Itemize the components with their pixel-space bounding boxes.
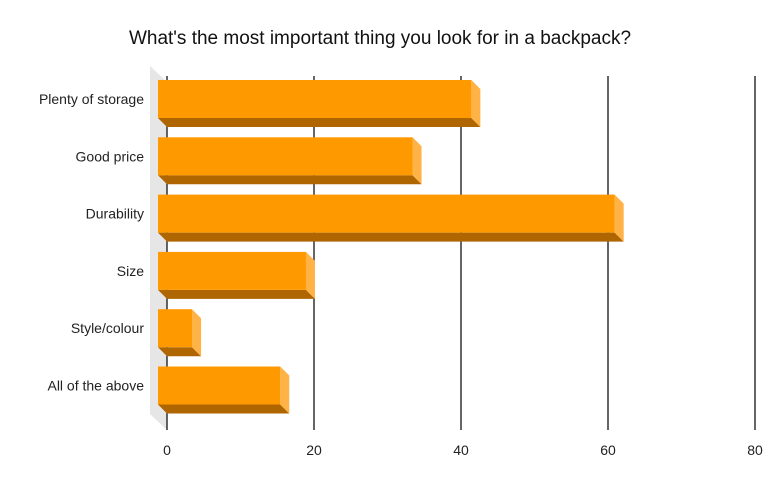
bar-bottom-face (158, 347, 202, 357)
bar (158, 309, 202, 357)
bar-side-face (280, 366, 290, 414)
chart-title: What's the most important thing you look… (129, 28, 631, 49)
category-label: Durability (86, 206, 144, 222)
bars (158, 80, 624, 414)
x-tick-label: 20 (306, 442, 322, 458)
bar-front-face (158, 309, 193, 348)
x-tick-label: 60 (600, 442, 616, 458)
bar-bottom-face (158, 232, 624, 242)
bar (158, 251, 315, 299)
bar-front-face (158, 194, 615, 233)
x-axis-ticks: 0 20 40 60 80 (163, 442, 763, 458)
bar-front-face (158, 80, 472, 118)
category-label: Plenty of storage (39, 91, 144, 107)
category-label: Good price (76, 148, 145, 164)
x-tick-label: 40 (453, 442, 469, 458)
bar-front-face (158, 137, 413, 176)
x-tick-label: 80 (747, 442, 763, 458)
category-label: Size (117, 263, 144, 279)
bar-bottom-face (158, 118, 481, 127)
bar (158, 137, 422, 185)
bar-side-face (192, 309, 202, 357)
category-label: Style/colour (71, 320, 144, 336)
bar (158, 366, 290, 414)
bar-side-face (471, 80, 481, 127)
bar-front-face (158, 251, 306, 290)
bar-bottom-face (158, 289, 315, 299)
bar-bottom-face (158, 404, 290, 414)
bar (158, 194, 624, 242)
bar-side-face (412, 137, 422, 185)
bar-front-face (158, 366, 281, 405)
category-labels: Plenty of storage Good price Durability Siz… (39, 91, 144, 394)
category-label: All of the above (47, 378, 144, 394)
x-tick-label: 0 (163, 442, 171, 458)
bar-bottom-face (158, 175, 422, 185)
bar-side-face (614, 194, 624, 242)
bar (158, 80, 481, 127)
bar-side-face (305, 251, 315, 299)
